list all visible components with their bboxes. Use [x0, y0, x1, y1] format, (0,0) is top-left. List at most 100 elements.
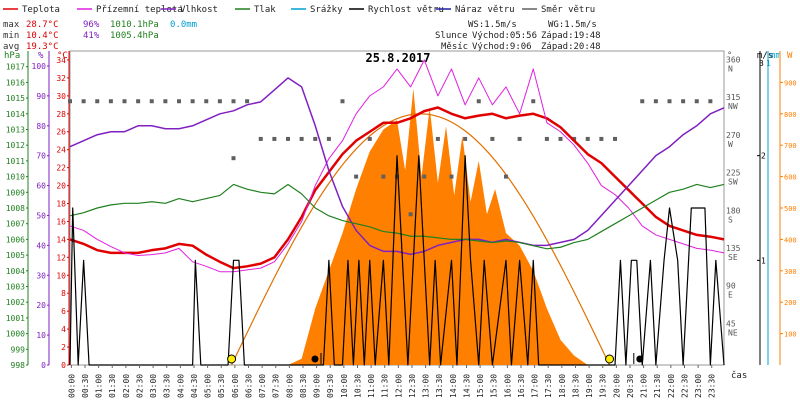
- axes: hPa% °C9989991000100110021003100410051006…: [4, 50, 797, 370]
- x-tick-label: 05:00: [204, 374, 213, 398]
- stat-min-hum: 41%: [83, 31, 100, 41]
- pressure-tick-label: 1010: [6, 173, 25, 182]
- wind-direction-point: [585, 136, 590, 141]
- x-tick-label: 12:30: [408, 374, 417, 398]
- solar-tick-label: 600: [784, 174, 797, 182]
- wind-direction-point: [599, 136, 604, 141]
- legend-label-5: Rychlost větru: [368, 5, 444, 15]
- wind-unit: m/s: [757, 51, 773, 61]
- wind-direction-point: [381, 174, 386, 179]
- direction-tick-label: 45: [726, 319, 736, 328]
- x-tick-label: 20:00: [612, 374, 621, 398]
- x-tick-label: 21:00: [640, 374, 649, 398]
- pressure-tick-label: 1004: [6, 267, 25, 276]
- x-tick-label: 16:00: [503, 374, 512, 398]
- wind-direction-point: [149, 99, 154, 104]
- direction-unit: °: [727, 51, 732, 61]
- x-tick-label: 14:00: [449, 374, 458, 398]
- direction-tick-label: 180: [726, 206, 741, 215]
- series-line-1: [69, 59, 725, 273]
- pressure-tick-label: 1012: [6, 141, 25, 150]
- direction-tick-label: 360: [726, 56, 741, 65]
- wind-direction-point: [258, 136, 263, 141]
- moonrise-text: Východ:9:06: [472, 42, 532, 52]
- x-tick-label: 22:00: [667, 374, 676, 398]
- x-tick-label: 19:30: [599, 374, 608, 398]
- wind-direction-point: [449, 174, 454, 179]
- plot-area: [68, 59, 725, 366]
- stat-max-hum: 96%: [83, 20, 100, 30]
- wind-tick-label: 2: [761, 152, 766, 161]
- wind-direction-point: [81, 99, 86, 104]
- solar-tick-label: 500: [784, 205, 797, 213]
- pressure-tick-label: 998: [11, 361, 26, 370]
- solar-tick-label: 700: [784, 142, 797, 150]
- wind-speed-readout: WS:1.5m/s: [468, 20, 517, 30]
- pressure-tick-label: 1011: [6, 157, 25, 166]
- wind-direction-point: [326, 136, 331, 141]
- x-tick-label: 22:30: [680, 374, 689, 398]
- wind-direction-point: [476, 99, 481, 104]
- solar-tick-label: 900: [784, 79, 797, 87]
- x-tick-label: 20:30: [626, 374, 635, 398]
- wind-direction-point: [708, 99, 713, 104]
- solar-tick-label: 300: [784, 268, 797, 276]
- humidity-tick-label: 60: [36, 182, 46, 191]
- sunrise-marker: [227, 354, 237, 364]
- pressure-tick-label: 999: [11, 345, 26, 354]
- x-tick-label: 17:00: [531, 374, 540, 398]
- wind-direction-point: [613, 136, 617, 141]
- wind-direction-point: [354, 174, 359, 179]
- x-tick-label: 18:30: [571, 374, 580, 398]
- moonrise-marker: [311, 355, 319, 363]
- x-tick-label: 04:30: [190, 374, 199, 398]
- x-tick-label: 02:30: [135, 374, 144, 398]
- solar-radiation-area: [288, 88, 588, 366]
- temperature-tick-label: 6: [61, 307, 66, 316]
- solar-tick-label: 100: [784, 331, 797, 339]
- stat-max-press: 1010.1hPa: [110, 20, 159, 30]
- x-tick-label: 05:30: [217, 374, 226, 398]
- pressure-tick-label: 1009: [6, 188, 25, 197]
- temperature-tick-label: 12: [56, 253, 66, 262]
- wind-direction-point: [435, 136, 440, 141]
- x-tick-label: 23:30: [708, 374, 717, 398]
- wind-direction-point: [95, 99, 100, 104]
- temperature-tick-label: 18: [56, 200, 66, 209]
- humidity-tick-label: 0: [41, 361, 46, 370]
- wind-direction-point: [299, 136, 304, 141]
- x-tick-label: 13:00: [422, 374, 431, 398]
- x-tick-label: 11:00: [367, 374, 376, 398]
- humidity-tick-label: 80: [36, 122, 46, 131]
- stat-min-label: min: [3, 31, 19, 41]
- x-tick-label: 18:00: [558, 374, 567, 398]
- legend-label-6: Náraz větru: [455, 5, 515, 15]
- series-line-2: [69, 77, 725, 256]
- wind-direction-point: [340, 99, 345, 104]
- x-tick-label: 09:30: [326, 374, 335, 398]
- pressure-tick-label: 1005: [6, 251, 25, 260]
- direction-compass-label: SE: [728, 253, 738, 262]
- moon-label: Měsíc: [441, 42, 468, 52]
- legend-label-7: Směr větru: [541, 5, 595, 15]
- wind-direction-point: [422, 174, 427, 179]
- humidity-tick-label: 100: [32, 62, 47, 71]
- x-tick-label: 11:30: [381, 374, 390, 398]
- solar-tick-label: 400: [784, 236, 797, 244]
- temperature-tick-label: 8: [61, 289, 66, 298]
- x-tick-label: 04:00: [176, 374, 185, 398]
- pressure-tick-label: 1016: [6, 78, 25, 87]
- wind-direction-point: [544, 136, 549, 141]
- wind-direction-point: [286, 136, 290, 141]
- wind-top-label: 3: [759, 59, 764, 68]
- series-line-4: [69, 155, 725, 366]
- x-tick-label: 13:30: [435, 374, 444, 398]
- legend-label-4: Srážky: [310, 5, 343, 15]
- wind-tick-label: 1: [761, 256, 766, 265]
- sun-label: Slunce: [435, 31, 468, 41]
- wind-direction-point: [531, 99, 536, 104]
- wind-direction-point: [490, 136, 495, 141]
- legend-label-0: Teplota: [22, 5, 60, 15]
